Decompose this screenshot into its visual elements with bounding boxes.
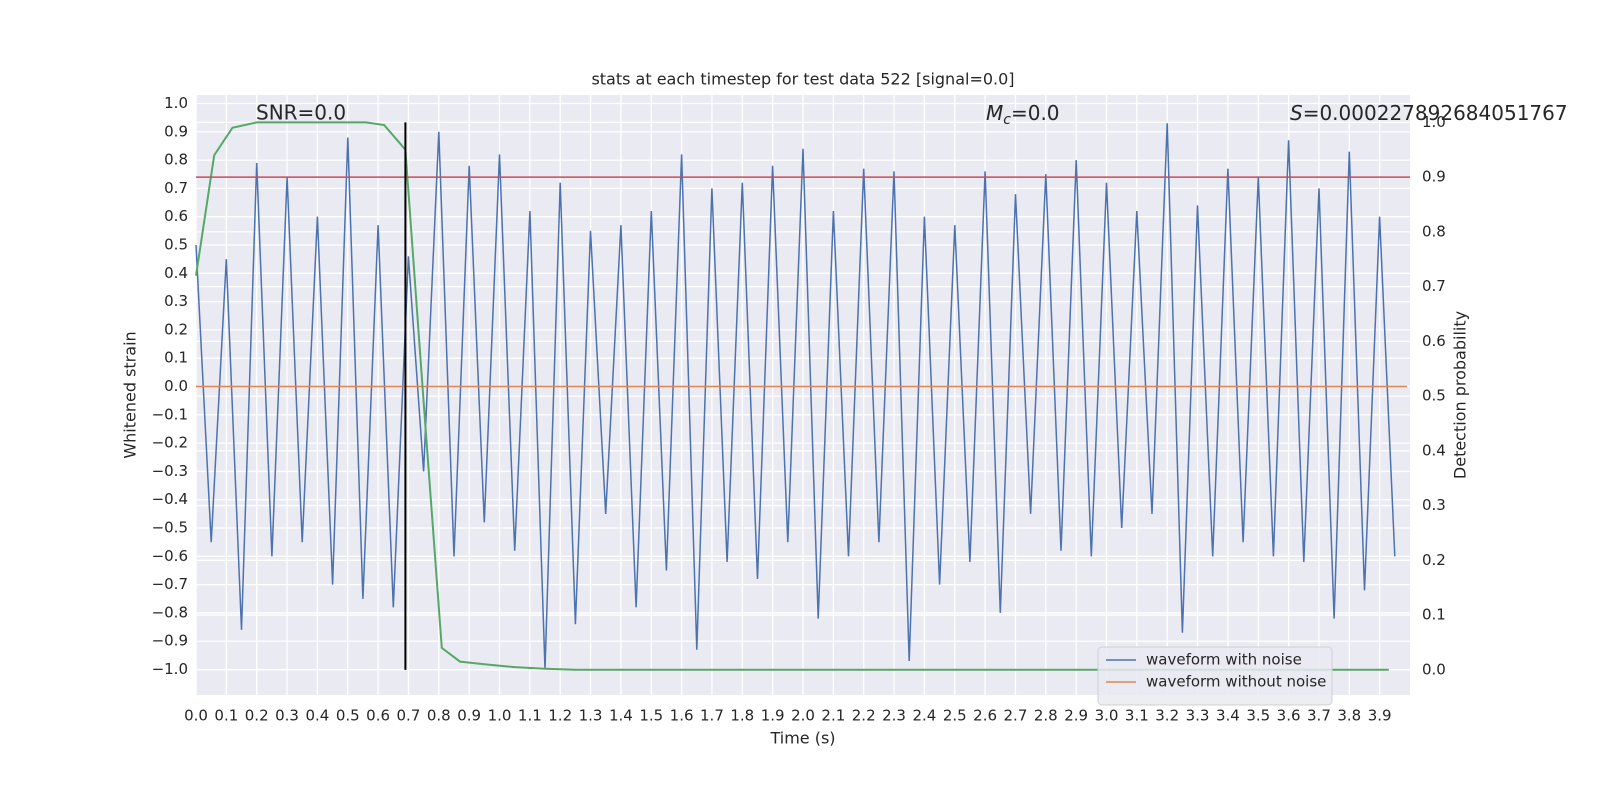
- x-tick-label: 2.3: [882, 707, 906, 725]
- y2-tick-label: 0.7: [1422, 277, 1446, 295]
- x-tick-label: 3.1: [1125, 707, 1149, 725]
- y-axis-label: Whitened strain: [121, 331, 140, 458]
- y-tick-label: −0.9: [152, 632, 188, 650]
- annotation: SNR=0.0: [256, 101, 346, 125]
- y-tick-label: −0.7: [152, 575, 188, 593]
- x-tick-label: 0.7: [397, 707, 421, 725]
- y-tick-label: 0.9: [164, 122, 188, 140]
- y2-tick-label: 0.9: [1422, 168, 1446, 186]
- x-tick-label: 3.3: [1186, 707, 1210, 725]
- x-tick-label: 3.9: [1368, 707, 1392, 725]
- x-tick-label: 3.2: [1155, 707, 1179, 725]
- x-tick-label: 1.6: [670, 707, 694, 725]
- x-tick-label: 1.7: [700, 707, 724, 725]
- legend-label: waveform with noise: [1146, 651, 1302, 669]
- legend-box: [1097, 646, 1333, 706]
- x-tick-label: 0.9: [457, 707, 481, 725]
- x-tick-label: 0.3: [275, 707, 299, 725]
- x-axis-label: Time (s): [769, 729, 835, 748]
- y-tick-label: 0.2: [164, 320, 188, 338]
- y-tick-label: 0.4: [164, 264, 188, 282]
- y-tick-label: −0.4: [152, 490, 188, 508]
- y-tick-label: −0.5: [152, 519, 188, 537]
- y-tick-label: −1.0: [152, 660, 188, 678]
- x-tick-label: 1.1: [518, 707, 542, 725]
- y-tick-label: −0.6: [152, 547, 188, 565]
- legend-label: waveform without noise: [1146, 673, 1326, 691]
- x-tick-label: 0.6: [366, 707, 390, 725]
- annotation: S=0.000227892684051767: [1290, 101, 1568, 125]
- x-tick-label: 0.0: [184, 707, 208, 725]
- y2-axis-label: Detection probability: [1451, 311, 1470, 479]
- x-tick-label: 0.8: [427, 707, 451, 725]
- y2-tick-label: 0.8: [1422, 222, 1446, 240]
- x-tick-label: 0.2: [245, 707, 269, 725]
- y-tick-label: 0.8: [164, 151, 188, 169]
- y-tick-label: 0.3: [164, 292, 188, 310]
- chart-title: stats at each timestep for test data 522…: [591, 70, 1014, 89]
- y-tick-label: −0.8: [152, 603, 188, 621]
- grid: [195, 95, 1410, 695]
- x-tick-label: 2.6: [973, 707, 997, 725]
- y-tick-label: 0.5: [164, 236, 188, 254]
- x-tick-label: 1.2: [548, 707, 572, 725]
- x-tick-label: 2.9: [1064, 707, 1088, 725]
- annotation: Mc=0.0: [986, 101, 1060, 129]
- y2-tick-label: 0.3: [1422, 496, 1446, 514]
- y2-tick-label: 0.4: [1422, 441, 1446, 459]
- y2-tick-label: 0.2: [1422, 551, 1446, 569]
- x-tick-label: 1.3: [579, 707, 603, 725]
- y-tick-label: 0.0: [164, 377, 188, 395]
- y-tick-label: 0.6: [164, 207, 188, 225]
- y-tick-label: 0.7: [164, 179, 188, 197]
- x-tick-label: 3.7: [1307, 707, 1331, 725]
- x-tick-label: 3.0: [1095, 707, 1119, 725]
- x-tick-label: 0.5: [336, 707, 360, 725]
- x-tick-label: 0.1: [214, 707, 238, 725]
- series-line: [195, 121, 1389, 671]
- y-tick-label: 1.0: [164, 94, 188, 112]
- y2-tick-label: 1.0: [1422, 113, 1446, 131]
- x-tick-label: 1.4: [609, 707, 633, 725]
- x-tick-label: 0.4: [305, 707, 329, 725]
- y2-tick-label: 0.0: [1422, 660, 1446, 678]
- x-tick-label: 2.5: [943, 707, 967, 725]
- x-tick-label: 2.2: [852, 707, 876, 725]
- series-line: [195, 123, 1396, 670]
- x-tick-label: 2.8: [1034, 707, 1058, 725]
- x-tick-label: 1.5: [639, 707, 663, 725]
- x-tick-label: 3.5: [1246, 707, 1270, 725]
- x-tick-label: 1.9: [761, 707, 785, 725]
- x-tick-label: 1.0: [488, 707, 512, 725]
- annotation-symbol: M: [986, 101, 1003, 125]
- y2-tick-label: 0.5: [1422, 387, 1446, 405]
- x-tick-label: 3.4: [1216, 707, 1240, 725]
- x-tick-label: 1.8: [730, 707, 754, 725]
- y-tick-label: −0.2: [152, 434, 188, 452]
- legend: waveform with noise waveform without nois…: [1097, 646, 1333, 706]
- annotation-text: =0.0: [1011, 101, 1060, 125]
- x-tick-label: 3.8: [1337, 707, 1361, 725]
- x-tick-label: 2.4: [912, 707, 936, 725]
- x-tick-label: 2.0: [791, 707, 815, 725]
- y-tick-label: 0.1: [164, 349, 188, 367]
- x-tick-label: 2.1: [821, 707, 845, 725]
- y-tick-label: −0.1: [152, 405, 188, 423]
- annotation-symbol: S: [1290, 101, 1303, 125]
- annotation-subscript: c: [1003, 112, 1011, 128]
- x-tick-label: 2.7: [1004, 707, 1028, 725]
- y2-tick-label: 0.6: [1422, 332, 1446, 350]
- x-tick-label: 3.6: [1277, 707, 1301, 725]
- y-tick-label: −0.3: [152, 462, 188, 480]
- annotation-text: =0.000227892684051767: [1303, 101, 1568, 125]
- y2-tick-label: 0.1: [1422, 606, 1446, 624]
